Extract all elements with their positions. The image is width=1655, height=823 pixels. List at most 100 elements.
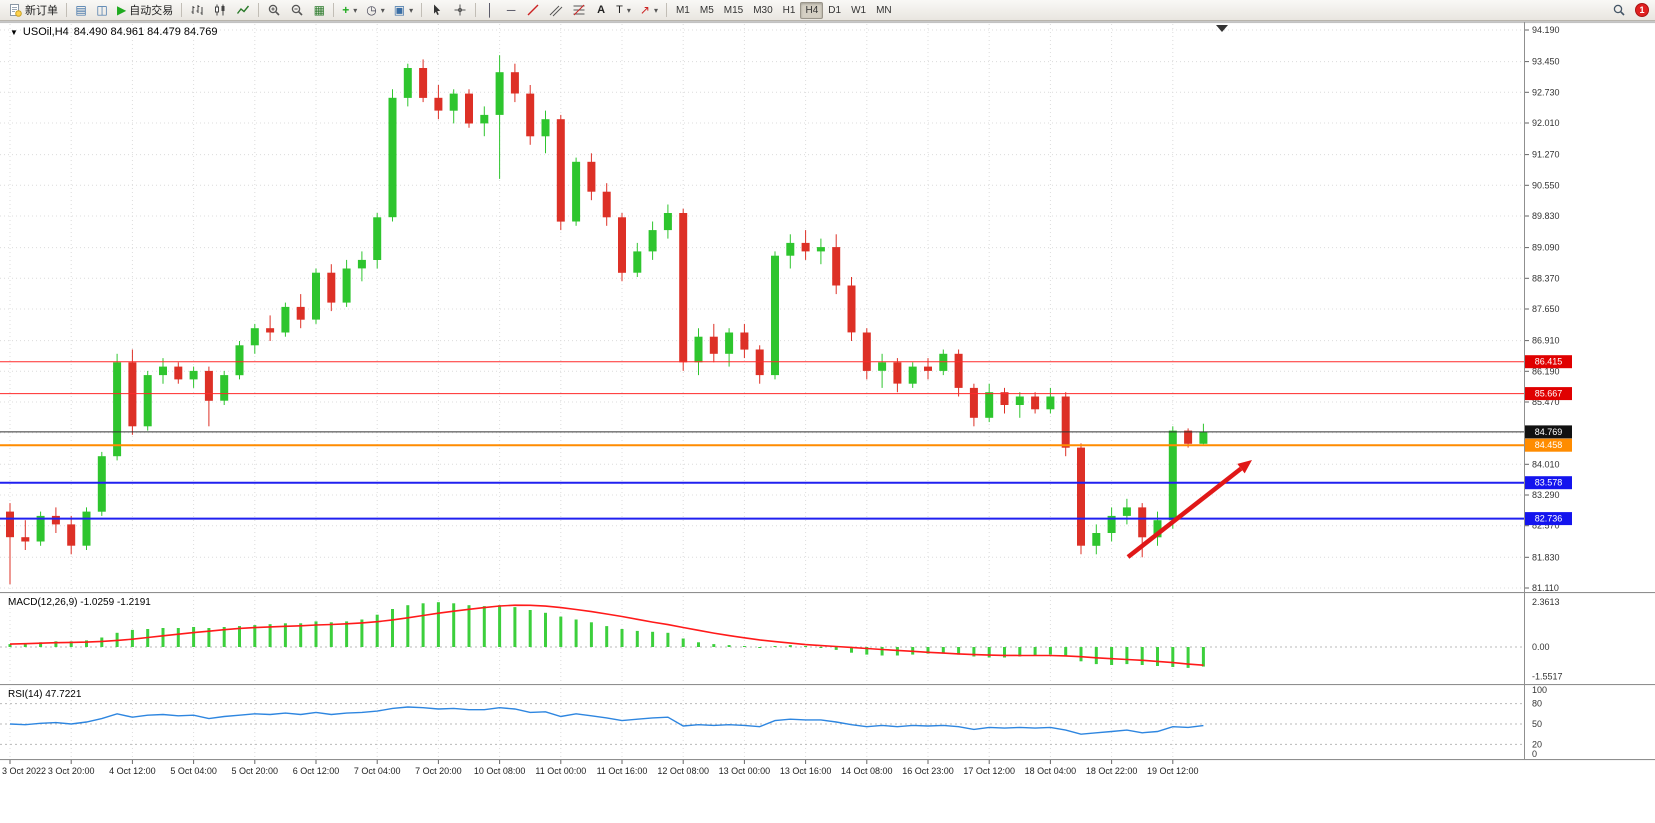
- channel-button[interactable]: [545, 1, 567, 19]
- zoom-out-button[interactable]: [286, 1, 308, 19]
- candlestick-chart-icon: [215, 4, 225, 16]
- profiles-button[interactable]: ▤: [71, 1, 91, 19]
- templates-button[interactable]: ▣ ▾: [390, 1, 417, 19]
- candle-up: [725, 332, 734, 354]
- candle-up: [985, 392, 994, 418]
- svg-text:89.830: 89.830: [1532, 211, 1560, 221]
- candle-down: [296, 306, 305, 320]
- toolbar-separator: [66, 3, 67, 17]
- svg-text:86.415: 86.415: [1535, 357, 1563, 367]
- drawn-arrow[interactable]: [1126, 460, 1252, 559]
- hlines-layer[interactable]: [0, 361, 1524, 520]
- toolbar-separator: [665, 3, 667, 17]
- grid-layer: [0, 24, 1524, 759]
- panel-separators[interactable]: [0, 21, 1655, 761]
- horizontal-line-button[interactable]: ─: [501, 1, 521, 19]
- candlestick-chart-button[interactable]: [209, 1, 231, 19]
- trendline-button[interactable]: [522, 1, 544, 19]
- notification-badge[interactable]: 1: [1635, 3, 1649, 17]
- crosshair-button[interactable]: [449, 1, 471, 19]
- shapes-button[interactable]: T ▾: [612, 1, 635, 19]
- svg-text:-1.5517: -1.5517: [1532, 672, 1563, 682]
- cursor-button[interactable]: [426, 1, 448, 19]
- candle-up: [342, 268, 351, 303]
- candle-up: [648, 230, 657, 252]
- auto-trading-button[interactable]: ▶ 自动交易: [113, 1, 177, 19]
- candle-down: [862, 332, 871, 371]
- svg-text:11 Oct 00:00: 11 Oct 00:00: [535, 766, 586, 776]
- svg-text:85.667: 85.667: [1535, 389, 1563, 399]
- new-order-button[interactable]: 新订单: [4, 1, 62, 19]
- candle-up: [82, 511, 91, 546]
- timeframe-h1-button[interactable]: H1: [778, 2, 801, 19]
- bar-chart-button[interactable]: [186, 1, 208, 19]
- tile-windows-button[interactable]: ▦: [309, 1, 329, 19]
- candle-up: [220, 375, 229, 401]
- vertical-line-icon: │: [486, 3, 494, 17]
- candle-up: [633, 251, 642, 273]
- candle-down: [1138, 507, 1147, 538]
- candle-down: [832, 247, 841, 286]
- timeframe-m5-button[interactable]: M5: [695, 2, 719, 19]
- candle-up: [312, 272, 320, 320]
- play-icon: ▶: [117, 3, 127, 17]
- svg-text:17 Oct 12:00: 17 Oct 12:00: [963, 766, 1015, 776]
- line-chart-button[interactable]: [232, 1, 254, 19]
- svg-text:80: 80: [1532, 699, 1542, 709]
- toolbar-separator: [475, 3, 477, 17]
- timeframe-d1-button[interactable]: D1: [823, 2, 846, 19]
- indicators-button[interactable]: + ▾: [338, 1, 361, 19]
- timeframe-h4-button[interactable]: H4: [800, 1, 824, 19]
- candle-up: [572, 161, 581, 222]
- svg-text:18 Oct 04:00: 18 Oct 04:00: [1025, 766, 1077, 776]
- search-button[interactable]: [1608, 1, 1630, 19]
- price-badge-82.736: [1525, 512, 1572, 526]
- timeframe-mn-button[interactable]: MN: [871, 2, 897, 19]
- caret-down-icon: ▾: [626, 5, 631, 15]
- candle-down: [893, 362, 902, 384]
- vertical-line-button[interactable]: │: [480, 1, 500, 19]
- svg-text:3 Oct 20:00: 3 Oct 20:00: [48, 766, 95, 776]
- periods-button[interactable]: ◷ ▾: [362, 1, 389, 19]
- svg-text:13 Oct 00:00: 13 Oct 00:00: [719, 766, 771, 776]
- svg-text:3 Oct 2022: 3 Oct 2022: [2, 766, 46, 776]
- candle-up: [816, 247, 825, 252]
- candle-down: [1031, 396, 1040, 410]
- fibonacci-button[interactable]: [568, 1, 590, 19]
- chart-window-button[interactable]: ◫: [92, 1, 112, 19]
- svg-text:10 Oct 08:00: 10 Oct 08:00: [474, 766, 526, 776]
- svg-text:93.450: 93.450: [1532, 57, 1560, 67]
- timeframe-group: M1 M5 M15 M30 H1 H4 D1 W1 MN: [671, 1, 897, 19]
- candle-down: [1184, 430, 1193, 444]
- svg-text:85.470: 85.470: [1532, 397, 1560, 407]
- svg-text:14 Oct 08:00: 14 Oct 08:00: [841, 766, 893, 776]
- candle-up: [250, 328, 259, 346]
- candle-down: [204, 370, 213, 401]
- fibonacci-icon: [573, 4, 585, 16]
- timeframe-m1-button[interactable]: M1: [671, 2, 695, 19]
- text-label-button[interactable]: A: [591, 1, 611, 19]
- chart-ohlc-values: 84.490 84.961 84.479 84.769: [73, 26, 218, 38]
- candle-down: [1077, 447, 1085, 546]
- timeframe-m15-button[interactable]: M15: [719, 2, 748, 19]
- timeframe-m30-button[interactable]: M30: [748, 2, 777, 19]
- auto-trading-label: 自动交易: [129, 5, 174, 17]
- top-toolbar: 新订单 ▤ ◫ ▶ 自动交易 ▦ + ▾ ◷ ▾ ▣ ▾ │ ─: [0, 0, 1655, 21]
- candle-down: [847, 285, 856, 333]
- candle-up: [1092, 533, 1101, 546]
- svg-text:86.910: 86.910: [1532, 336, 1560, 346]
- macd-signal-line: [9, 604, 1204, 666]
- svg-text:84.458: 84.458: [1535, 440, 1563, 450]
- arrows-button[interactable]: ↗ ▾: [636, 1, 662, 19]
- arrow-tool-icon: ↗: [639, 3, 650, 17]
- rsi-indicator-label: RSI(14) 47.7221: [8, 689, 82, 700]
- chart-symbol-period: USOil,H4: [22, 26, 69, 38]
- zoom-in-button[interactable]: [263, 1, 285, 19]
- candle-down: [434, 97, 443, 111]
- rsi-line: [9, 706, 1204, 735]
- timeframe-w1-button[interactable]: W1: [846, 2, 871, 19]
- chart-shift-marker[interactable]: [1216, 25, 1228, 32]
- toolbar-separator: [181, 3, 183, 17]
